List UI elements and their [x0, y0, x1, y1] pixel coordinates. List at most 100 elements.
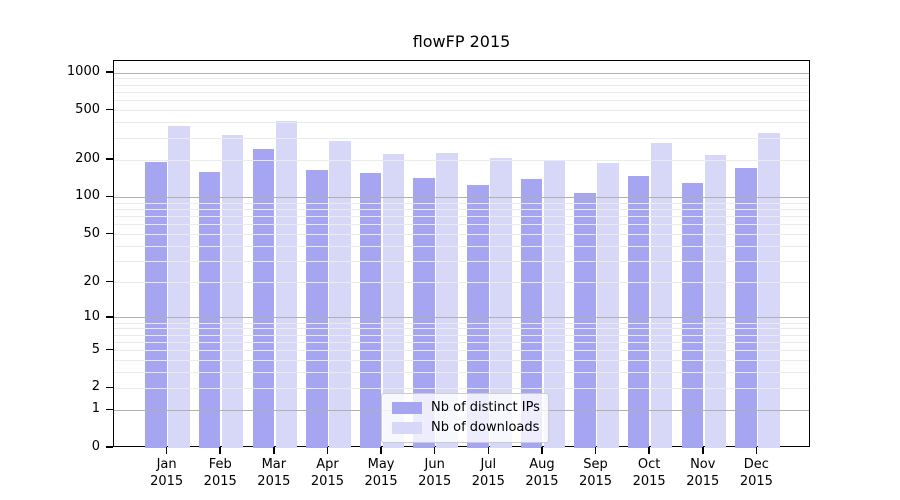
bar-downloads [221, 135, 244, 448]
x-tick-label: Nov 2015 [663, 456, 743, 490]
bar-downloads [490, 157, 512, 448]
y-tick-mark [106, 195, 113, 198]
y-tick-label: 5 [91, 341, 100, 357]
minor-gridline [114, 387, 809, 389]
y-tick-label: 1 [91, 401, 100, 417]
y-tick-label: 50 [83, 225, 100, 241]
bar-downloads [543, 160, 566, 448]
major-gridline [114, 72, 809, 74]
minor-gridline [114, 360, 809, 362]
bar-distinct-ips [306, 169, 328, 448]
y-tick-label: 100 [75, 188, 100, 204]
y-tick-mark [106, 280, 113, 283]
minor-gridline [114, 282, 809, 284]
x-tick-label-line: 2015 [471, 474, 505, 489]
minor-gridline [114, 84, 809, 86]
minor-gridline [114, 350, 809, 352]
legend-item: Nb of downloads [382, 418, 548, 438]
x-tick-label-line: Mar [261, 457, 287, 472]
minor-gridline [114, 372, 809, 374]
bar-distinct-ips [252, 148, 275, 448]
major-gridline [114, 317, 809, 319]
minor-gridline [114, 100, 809, 102]
x-tick-label-line: 2015 [257, 474, 291, 489]
x-tick-mark [219, 447, 221, 454]
x-tick-label-line: Jun [424, 457, 445, 472]
bar-downloads [436, 152, 458, 448]
legend-label: Nb of distinct IPs [431, 400, 540, 415]
minor-gridline [114, 234, 809, 236]
bar-downloads [329, 141, 351, 448]
x-tick-label-line: Sep [583, 457, 608, 472]
y-tick-label: 0 [91, 439, 100, 454]
minor-gridline [114, 91, 809, 93]
y-tick-label: 200 [75, 151, 100, 167]
x-tick-label-line: 2015 [364, 474, 398, 489]
x-tick-mark [273, 447, 275, 454]
bar-downloads [275, 120, 298, 448]
minor-gridline [114, 224, 809, 226]
bar-distinct-ips [735, 167, 757, 448]
y-tick-mark [106, 408, 113, 411]
x-tick-label-line: May [367, 457, 395, 472]
y-tick-mark [106, 108, 113, 111]
y-tick-label: 500 [75, 101, 100, 117]
y-tick-mark [106, 71, 113, 73]
x-tick-mark [165, 447, 168, 454]
minor-gridline [114, 122, 809, 124]
y-tick-mark [106, 386, 113, 389]
x-tick-mark [648, 447, 650, 454]
x-tick-label-line: 2015 [310, 474, 344, 489]
x-tick-label-line: 2015 [578, 474, 613, 489]
minor-gridline [114, 208, 809, 210]
y-tick-label: 20 [83, 273, 100, 289]
legend-item: Nb of distinct IPs [382, 398, 548, 418]
x-tick-label: Mar 2015 [234, 456, 314, 490]
y-tick-label: 2 [91, 379, 100, 395]
x-tick-mark [755, 447, 758, 454]
x-tick-label-line: Feb [208, 457, 232, 472]
y-tick-mark [106, 158, 113, 160]
x-tick-label: Sep 2015 [556, 456, 636, 490]
minor-gridline [114, 216, 809, 218]
y-tick-mark [106, 316, 113, 318]
y-tick-mark [106, 232, 113, 235]
x-tick-mark [380, 447, 382, 454]
bar-distinct-ips [198, 172, 221, 448]
minor-gridline [114, 245, 809, 247]
x-tick-label-line: 2015 [203, 474, 237, 489]
bar-distinct-ips [574, 192, 596, 448]
minor-gridline [114, 110, 809, 112]
x-tick-label-line: Aug [529, 457, 555, 472]
minor-gridline [114, 328, 809, 330]
x-tick-label-line: Apr [316, 457, 339, 472]
minor-gridline [114, 137, 809, 139]
minor-gridline [114, 341, 809, 343]
x-tick-label: Apr 2015 [287, 456, 367, 490]
x-tick-label: Dec 2015 [716, 456, 796, 490]
chart-title: flowFP 2015 [412, 32, 511, 51]
x-tick-label-line: 2015 [686, 474, 720, 489]
x-tick-label-line: 2015 [418, 474, 452, 489]
legend-swatch [392, 422, 422, 434]
x-tick-label-line: 2015 [150, 474, 184, 489]
x-tick-label: Feb 2015 [180, 456, 260, 490]
x-tick-label-line: Jul [480, 457, 497, 472]
y-tick-label: 10 [83, 308, 100, 324]
plot-area: Nb of distinct IPs Nb of downloads [113, 60, 810, 448]
legend-label: Nb of downloads [431, 420, 540, 435]
x-tick-mark [702, 447, 704, 454]
bar-downloads [597, 162, 619, 448]
x-tick-label-line: Jan [156, 457, 177, 472]
bar-distinct-ips [467, 185, 489, 448]
y-tick-mark [106, 446, 113, 448]
bar-downloads [704, 154, 727, 448]
y-tick-label: 1000 [66, 64, 100, 79]
legend-swatch [392, 402, 422, 414]
x-tick-label: Jul 2015 [448, 456, 528, 490]
minor-gridline [114, 78, 809, 80]
x-tick-label-line: 2015 [632, 474, 666, 489]
bar-distinct-ips [413, 178, 435, 448]
x-tick-mark [594, 447, 597, 454]
x-tick-mark [487, 447, 490, 454]
